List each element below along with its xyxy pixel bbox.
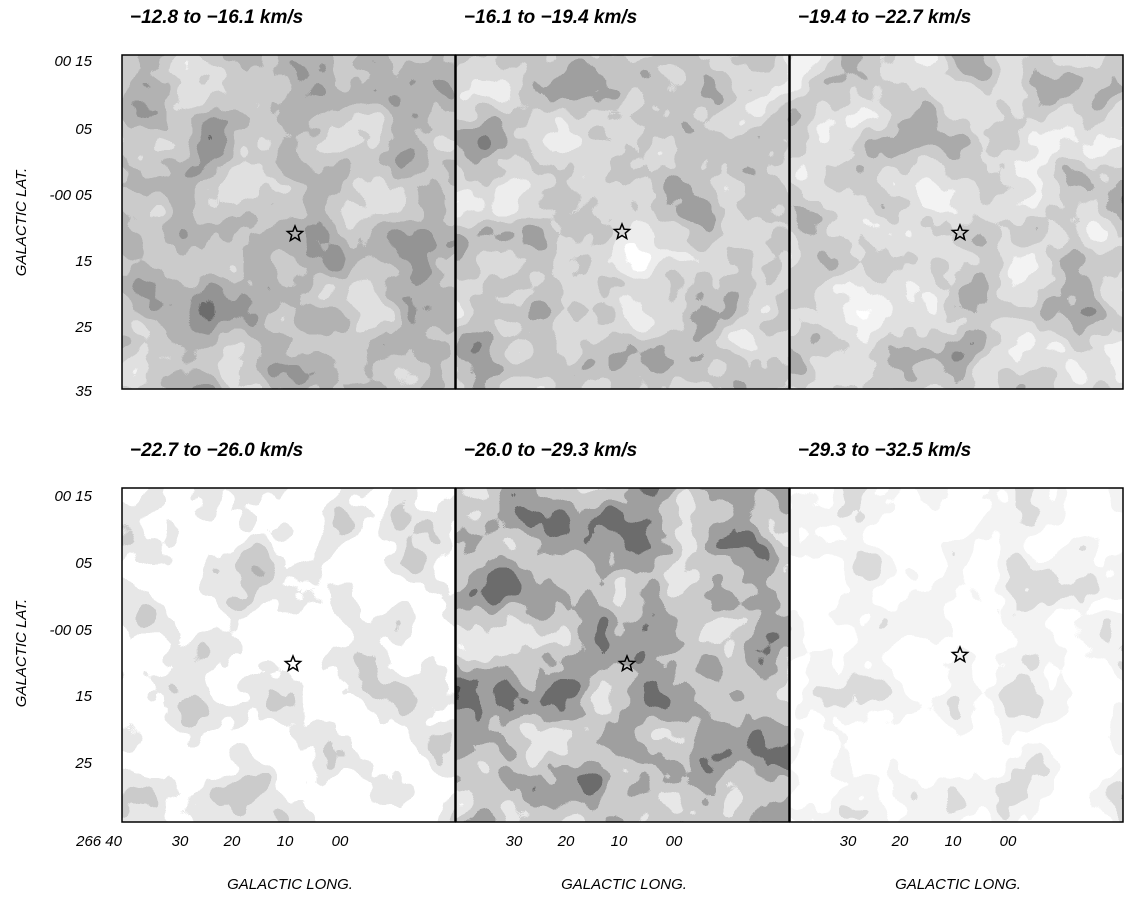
x-tick-label: 30 <box>840 833 857 850</box>
star-marker <box>950 644 970 664</box>
panel-title: −26.0 to −29.3 km/s <box>464 440 637 461</box>
x-tick-label: 10 <box>945 833 962 850</box>
panel-frame <box>789 487 1124 823</box>
panel-frame <box>455 487 790 823</box>
x-axis-label: GALACTIC LONG. <box>561 876 687 893</box>
panel-title: −29.3 to −32.5 km/s <box>798 440 971 461</box>
y-tick-label: 05 <box>75 121 92 138</box>
channel-map <box>456 488 789 822</box>
panel-frame <box>455 54 790 390</box>
star-marker <box>283 653 303 673</box>
panel-title: −16.1 to −19.4 km/s <box>464 7 637 28</box>
y-tick-label: 00 15 <box>54 488 92 505</box>
y-tick-label: -00 05 <box>49 622 92 639</box>
x-tick-label: 00 <box>666 833 683 850</box>
x-tick-label: 20 <box>557 833 575 850</box>
x-tick-label: 266 40 <box>75 833 123 850</box>
star-marker <box>612 221 632 241</box>
y-tick-label: 00 15 <box>54 53 92 70</box>
x-axis-label: GALACTIC LONG. <box>895 876 1021 893</box>
x-tick-label: 00 <box>332 833 349 850</box>
y-tick-label: 15 <box>75 688 92 705</box>
y-axis-label: GALACTIC LAT. <box>13 168 30 276</box>
y-axis-label: GALACTIC LAT. <box>13 599 30 707</box>
x-tick-label: 10 <box>277 833 294 850</box>
panel-frame <box>121 487 456 823</box>
channel-map <box>456 55 789 389</box>
y-tick-label: 35 <box>75 383 92 400</box>
y-tick-label: 25 <box>74 319 92 336</box>
panel-frame <box>789 54 1124 390</box>
panel-frame <box>121 54 456 390</box>
x-tick-label: 30 <box>506 833 523 850</box>
x-axis-label: GALACTIC LONG. <box>227 876 353 893</box>
star-marker <box>285 223 305 243</box>
channel-map <box>122 488 455 822</box>
x-tick-label: 20 <box>891 833 909 850</box>
panel-title: −19.4 to −22.7 km/s <box>798 7 971 28</box>
x-tick-label: 00 <box>1000 833 1017 850</box>
x-tick-label: 30 <box>172 833 189 850</box>
y-tick-label: 25 <box>74 755 92 772</box>
x-tick-label: 10 <box>611 833 628 850</box>
star-marker <box>617 653 637 673</box>
panel-title: −22.7 to −26.0 km/s <box>130 440 303 461</box>
panel-title: −12.8 to −16.1 km/s <box>130 7 303 28</box>
y-tick-label: -00 05 <box>49 187 92 204</box>
channel-map <box>790 55 1123 389</box>
star-marker <box>950 222 970 242</box>
x-tick-label: 20 <box>223 833 241 850</box>
y-tick-label: 05 <box>75 555 92 572</box>
channel-map <box>122 55 455 389</box>
y-tick-label: 15 <box>75 253 92 270</box>
